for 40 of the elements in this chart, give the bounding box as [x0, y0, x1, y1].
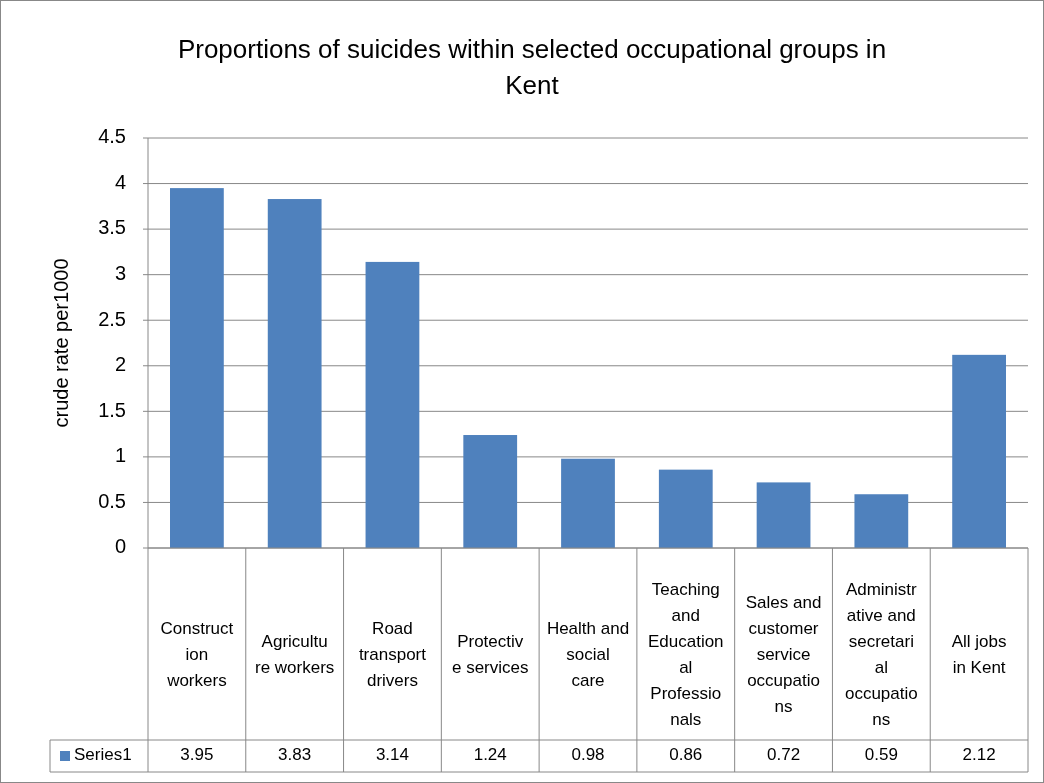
- data-label: 0.72: [767, 745, 801, 765]
- bar: [463, 435, 518, 548]
- data-label: 0.98: [571, 745, 605, 765]
- chart-title: Proportions of suicides within selected occupational groups in Kent: [177, 34, 887, 100]
- y-tick-label: 4: [114, 170, 126, 193]
- x-tick-label: Teaching and Educational Professionals: [647, 580, 724, 730]
- data-label: 3.83: [278, 745, 312, 765]
- x-tick-label: Sales and customer service occupations: [745, 593, 822, 717]
- x-tick-label: Protective services: [451, 632, 529, 678]
- data-label: 0.86: [669, 745, 703, 765]
- y-tick-label: 0: [114, 535, 126, 558]
- y-tick-label: 2.5: [98, 307, 126, 330]
- bar: [756, 482, 811, 548]
- y-tick-label: 3: [114, 261, 126, 284]
- y-tick-label: 3.5: [98, 216, 126, 239]
- x-tick-label: Construction workers: [160, 619, 234, 691]
- data-label: 1.24: [473, 745, 507, 765]
- data-label: 3.14: [375, 745, 409, 765]
- x-tick-label: Health and social care: [546, 619, 630, 691]
- x-tick-label: Agriculture workers: [254, 632, 335, 678]
- bar: [952, 354, 1006, 548]
- bar: [854, 494, 909, 548]
- bar: [170, 188, 224, 548]
- bar: [561, 458, 615, 548]
- y-tick-label: 1: [114, 444, 126, 467]
- data-label: 3.95: [180, 745, 214, 765]
- x-tick-label: Road transport drivers: [358, 619, 427, 691]
- y-tick-label: 1.5: [98, 398, 126, 421]
- y-tick-label: 2: [114, 353, 126, 376]
- x-tick-label: Administrative and secretarial occupations: [844, 580, 918, 730]
- bar: [365, 261, 420, 548]
- bar: [658, 469, 713, 548]
- y-tick-label: 0.5: [98, 489, 126, 512]
- data-label: 2.12: [962, 745, 996, 765]
- y-axis-title: crude rate per1000: [50, 258, 72, 428]
- data-label: 0.59: [864, 745, 898, 765]
- legend-label: Series1: [74, 745, 132, 765]
- y-tick-label: 4.5: [98, 125, 126, 148]
- bar: [267, 199, 322, 548]
- x-tick-label: All jobs in Kent: [951, 632, 1007, 678]
